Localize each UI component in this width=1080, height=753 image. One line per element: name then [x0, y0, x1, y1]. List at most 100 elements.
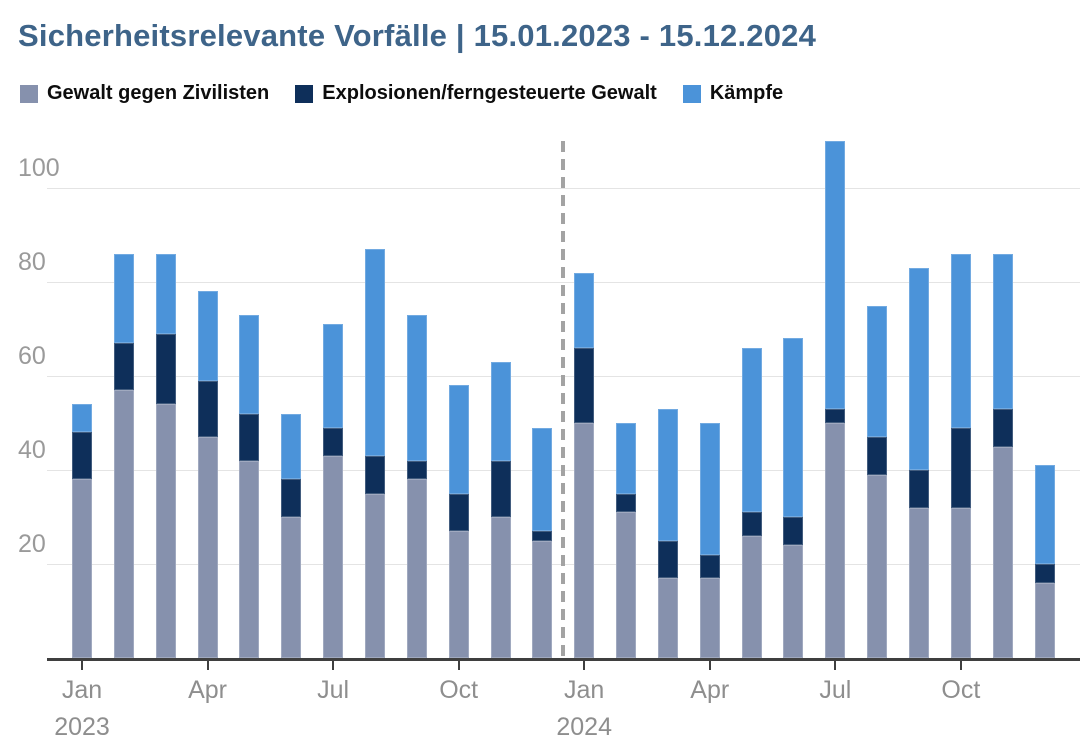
- bar-may-2023: [239, 314, 260, 658]
- bar-segment-civilians: [825, 423, 846, 658]
- legend-label-battles: Kämpfe: [709, 82, 784, 104]
- x-tick-month: Jan: [61, 676, 103, 704]
- legend-label-civilians: Gewalt gegen Zivilisten: [47, 82, 270, 104]
- y-axis-label: 20: [18, 530, 46, 558]
- bar-segment-civilians: [867, 474, 888, 658]
- bar-segment-battles: [72, 404, 92, 433]
- x-tick-label: Jan 2024: [524, 672, 644, 746]
- bar-segment-battles: [281, 413, 302, 480]
- bar-segment-explosions: [657, 540, 678, 579]
- x-tick: [959, 661, 962, 670]
- bar-jan-2024: [574, 272, 595, 658]
- bar-jan-2023: [72, 404, 92, 658]
- bar-jul-2024: [825, 141, 846, 658]
- x-tick-label: Apr: [148, 672, 268, 709]
- x-tick-month: Oct: [439, 676, 479, 704]
- bar-segment-explosions: [574, 347, 595, 423]
- bar-segment-battles: [992, 253, 1013, 409]
- x-tick: [708, 661, 711, 670]
- bar-segment-battles: [448, 385, 469, 494]
- bar-segment-battles: [1034, 465, 1055, 565]
- bar-segment-explosions: [364, 455, 385, 494]
- legend-item-civilians: Gewalt gegen Zivilisten: [20, 82, 269, 105]
- bar-nov-2023: [490, 361, 511, 658]
- bar-segment-civilians: [323, 455, 344, 658]
- bar-segment-battles: [197, 291, 218, 381]
- x-tick-label: Oct: [901, 672, 1021, 709]
- bar-sep-2023: [406, 314, 427, 658]
- legend-item-explosions: Explosionen/ferngesteuerte Gewalt: [295, 82, 657, 105]
- x-tick-month: Apr: [690, 676, 730, 704]
- bar-mar-2023: [155, 253, 176, 658]
- legend-swatch-battles: [682, 84, 701, 103]
- bar-segment-civilians: [783, 545, 804, 658]
- x-tick-label: Jul: [273, 672, 393, 709]
- bar-segment-explosions: [155, 333, 176, 405]
- bar-segment-explosions: [113, 343, 134, 391]
- bar-segment-civilians: [950, 507, 971, 658]
- bar-segment-civilians: [699, 578, 720, 658]
- bar-segment-battles: [950, 253, 971, 428]
- y-axis-label: 60: [18, 342, 46, 370]
- bar-feb-2024: [616, 423, 637, 658]
- bar-segment-civilians: [448, 531, 469, 658]
- bar-aug-2024: [867, 305, 888, 658]
- bar-segment-battles: [323, 324, 344, 428]
- x-tick: [583, 661, 586, 670]
- bar-segment-explosions: [825, 408, 846, 423]
- x-tick: [457, 661, 460, 670]
- bar-segment-battles: [113, 253, 134, 344]
- bar-segment-civilians: [992, 446, 1013, 658]
- bar-segment-civilians: [1034, 582, 1055, 658]
- bar-segment-civilians: [113, 390, 134, 658]
- bar-segment-explosions: [992, 408, 1013, 447]
- bar-segment-civilians: [155, 404, 176, 658]
- bar-dec-2023: [532, 427, 553, 658]
- x-tick: [332, 661, 335, 670]
- x-tick-month: Jul: [317, 676, 350, 704]
- bar-segment-explosions: [1034, 564, 1055, 583]
- legend-item-battles: Kämpfe: [682, 82, 784, 105]
- bar-may-2024: [741, 347, 762, 658]
- bar-mar-2024: [657, 408, 678, 658]
- bar-feb-2023: [113, 253, 134, 658]
- bar-segment-battles: [699, 423, 720, 555]
- bar-segment-explosions: [281, 479, 302, 517]
- bar-nov-2024: [992, 253, 1013, 658]
- bar-jul-2023: [323, 324, 344, 658]
- bar-segment-civilians: [741, 535, 762, 658]
- x-tick-year: 2024: [556, 713, 612, 741]
- bar-segment-explosions: [490, 460, 511, 517]
- bar-segment-explosions: [616, 493, 637, 513]
- y-axis-label: 80: [18, 248, 46, 276]
- bar-segment-civilians: [239, 460, 260, 658]
- chart-title: Sicherheitsrelevante Vorfälle | 15.01.20…: [18, 18, 817, 53]
- x-axis-line: [47, 658, 1080, 661]
- bar-jun-2023: [281, 413, 302, 658]
- bar-segment-civilians: [406, 479, 427, 658]
- bar-segment-explosions: [197, 380, 218, 438]
- bar-segment-civilians: [574, 423, 595, 658]
- bar-segment-battles: [239, 314, 260, 414]
- bar-segment-explosions: [323, 427, 344, 456]
- x-tick-label: Jul: [775, 672, 895, 709]
- bar-segment-battles: [909, 267, 929, 471]
- legend-swatch-explosions: [295, 84, 314, 103]
- bar-segment-explosions: [950, 427, 971, 508]
- bar-apr-2024: [699, 423, 720, 658]
- legend-swatch-civilians: [20, 84, 38, 103]
- bar-oct-2024: [950, 253, 971, 658]
- bar-segment-explosions: [783, 517, 804, 546]
- x-tick: [834, 661, 837, 670]
- x-tick: [206, 661, 209, 670]
- bar-segment-battles: [616, 423, 637, 494]
- bar-segment-battles: [490, 361, 511, 461]
- bar-segment-battles: [532, 427, 553, 532]
- bar-segment-battles: [364, 249, 385, 456]
- bar-segment-explosions: [72, 432, 92, 480]
- bar-segment-battles: [867, 305, 888, 438]
- bar-oct-2023: [448, 385, 469, 658]
- x-tick-month: Jul: [819, 676, 852, 704]
